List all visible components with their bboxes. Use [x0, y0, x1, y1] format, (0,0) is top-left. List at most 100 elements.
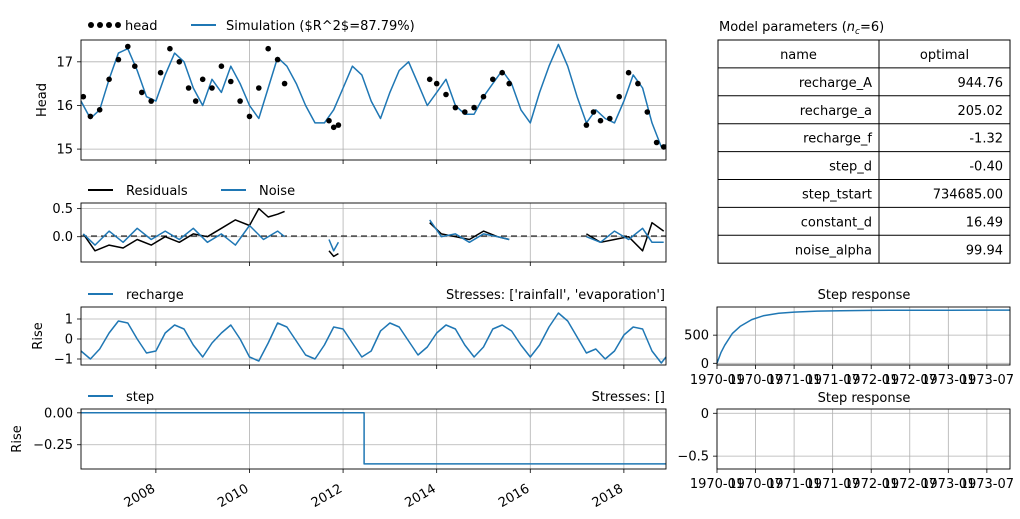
- step-response-recharge-axes-frame: [716, 306, 1011, 366]
- noise-line: [328, 239, 340, 252]
- head-legend-label: head: [125, 19, 157, 34]
- step-response-recharge-panel: Step response 500 0 1970-011970-071971-01…: [684, 288, 1014, 388]
- table-value-cell: -0.40: [969, 160, 1003, 175]
- head-observation-point: [616, 93, 622, 100]
- head-observation-point: [132, 63, 138, 69]
- step-legend-label: step: [126, 390, 154, 405]
- recharge-legend: recharge: [88, 288, 184, 303]
- head-observation-point: [218, 63, 225, 69]
- head-observation-point: [139, 89, 145, 96]
- head-observation-point: [635, 80, 641, 87]
- noise-legend-label: Noise: [259, 184, 295, 199]
- noise-line: [82, 224, 286, 246]
- x-tick-label: 1973-07: [960, 373, 1014, 388]
- step-axes-frame: [80, 408, 667, 470]
- head-observation-point: [607, 115, 613, 122]
- x-tick-label: 1973-01: [921, 373, 975, 388]
- head-observation-point: [255, 85, 262, 91]
- recharge-legend-label: recharge: [126, 288, 184, 303]
- step-response-step-title: Step response: [818, 391, 911, 406]
- x-tick-label: 2016: [496, 481, 532, 511]
- y-tick-label: 1: [65, 313, 73, 328]
- x-tick-label: 1972-01: [844, 477, 898, 492]
- y-tick-label: −0.25: [33, 438, 73, 453]
- residuals-panel: 0.5 0.0 Residuals Noise: [52, 184, 667, 266]
- x-tick-label: 1973-01: [921, 477, 975, 492]
- head-observation-point: [167, 45, 173, 52]
- x-tick-label: 2014: [403, 481, 439, 511]
- head-observation-point: [660, 144, 667, 150]
- x-tick-label: 1972-07: [883, 373, 937, 388]
- head-observation-point: [157, 69, 164, 76]
- table-name-cell: constant_d: [801, 215, 872, 230]
- head-observation-point: [506, 80, 512, 87]
- recharge-panel: 1 0 −1 Rise recharge Stresses: ['rainfall'…: [31, 288, 667, 369]
- head-observation-point: [148, 98, 154, 104]
- noise-line: [586, 227, 664, 244]
- table-value-cell: 734685.00: [933, 187, 1003, 202]
- y-tick-label: 0: [65, 333, 73, 348]
- residuals-legend: Residuals Noise: [88, 184, 295, 199]
- noise-line: [429, 219, 510, 244]
- x-tick-label: 2010: [215, 481, 251, 511]
- head-observation-point: [106, 76, 112, 83]
- head-observation-point: [87, 113, 94, 120]
- head-observation-point: [335, 122, 342, 128]
- y-tick-label: 0.0: [52, 230, 73, 245]
- x-tick-label: 2012: [309, 481, 345, 511]
- head-observation-point: [96, 107, 103, 113]
- head-observation-point: [185, 85, 192, 91]
- x-tick-label: 1970-01: [690, 477, 744, 492]
- step-response-step-axes-frame: [716, 408, 1011, 470]
- head-observation-point: [237, 98, 243, 104]
- table-header-cell: optimal: [920, 48, 969, 63]
- table-value-cell: -1.32: [969, 132, 1003, 147]
- recharge-stresses-label: Stresses: ['rainfall', 'evaporation']: [446, 288, 665, 303]
- y-tick-label: 17: [56, 55, 73, 70]
- y-tick-label: −0.5: [677, 450, 709, 465]
- head-ylabel: Head: [35, 83, 50, 117]
- table-name-cell: step_d: [829, 160, 872, 175]
- x-tick-label: 2018: [590, 481, 626, 511]
- y-tick-label: 15: [56, 143, 73, 158]
- head-observation-point: [80, 93, 87, 100]
- step-response-recharge-title: Step response: [818, 288, 911, 303]
- head-observation-point: [590, 109, 597, 115]
- head-observation-point: [443, 91, 449, 98]
- residuals-line: [82, 207, 285, 252]
- head-observation-point: [209, 85, 215, 91]
- head-legend-dots-icon: [88, 22, 121, 28]
- x-tick-label: 1973-07: [960, 477, 1014, 492]
- table-name-cell: recharge_A: [799, 76, 872, 91]
- x-tick-label: 1972-07: [883, 477, 937, 492]
- simulation-legend-label: Simulation ($R^2$=87.79%): [226, 19, 415, 34]
- step-legend: step: [88, 390, 154, 405]
- y-tick-label: 500: [684, 329, 709, 344]
- head-observation-point: [265, 45, 272, 52]
- head-observation-point: [480, 93, 487, 100]
- table-header-cell: name: [780, 48, 817, 63]
- residuals-legend-label: Residuals: [126, 184, 188, 199]
- table-name-cell: recharge_f: [803, 132, 872, 147]
- simulation-line: [80, 43, 667, 148]
- table-value-cell: 205.02: [958, 104, 1004, 119]
- table-value-cell: 16.49: [966, 215, 1003, 230]
- head-observation-point: [583, 122, 590, 128]
- table-name-cell: step_tstart: [802, 187, 872, 202]
- table-value-cell: 99.94: [966, 243, 1003, 258]
- recharge-axes-frame: [80, 306, 667, 366]
- head-observation-point: [433, 80, 440, 87]
- residuals-line: [328, 250, 339, 258]
- head-observation-point: [653, 139, 660, 146]
- head-observation-point: [462, 109, 468, 115]
- head-observation-point: [125, 43, 131, 50]
- step-response-recharge-line: [716, 309, 1010, 364]
- y-tick-label: 16: [56, 99, 73, 114]
- head-observation-point: [199, 76, 206, 83]
- head-observation-point: [246, 113, 253, 120]
- head-observation-point: [452, 104, 459, 111]
- head-observation-point: [490, 76, 496, 83]
- x-tick-label: 1970-01: [690, 373, 744, 388]
- x-tick-label: 1970-07: [728, 373, 782, 388]
